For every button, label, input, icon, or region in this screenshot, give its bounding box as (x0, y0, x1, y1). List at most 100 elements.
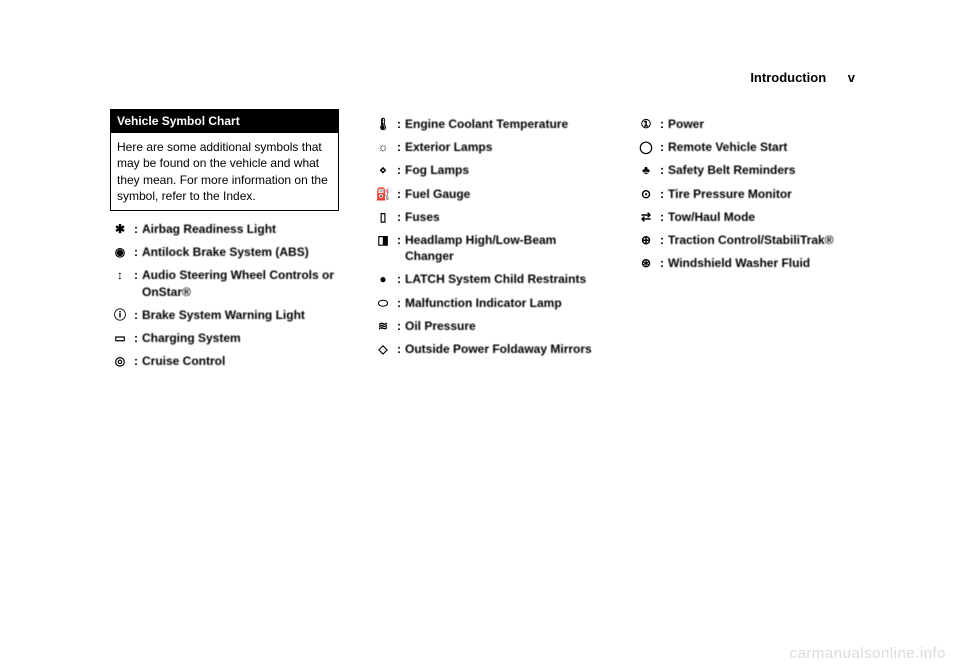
content-columns: Vehicle Symbol Chart Here are some addit… (110, 109, 865, 376)
colon: : (134, 353, 138, 369)
symbol-label: Safety Belt Reminders (668, 162, 795, 178)
symbol-entry: ⬭:Malfunction Indicator Lamp (373, 295, 602, 311)
symbol-label: Airbag Readiness Light (142, 221, 276, 237)
symbol-entry: ♣:Safety Belt Reminders (636, 162, 865, 178)
symbol-icon: ● (373, 271, 393, 287)
symbol-icon: ◨ (373, 232, 393, 248)
symbol-label: Engine Coolant Temperature (405, 116, 568, 132)
symbol-label: Outside Power Foldaway Mirrors (405, 341, 592, 357)
symbol-entry: ⊕:Traction Control/StabiliTrak® (636, 232, 865, 248)
symbol-entry: ⋄:Fog Lamps (373, 162, 602, 178)
symbol-entry: ▭:Charging System (110, 330, 339, 346)
symbol-entry: ①:Power (636, 116, 865, 132)
symbol-icon: ⋄ (373, 162, 393, 178)
column-3: ①:Power ◯:Remote Vehicle Start ♣:Safety … (636, 109, 865, 376)
colon: : (397, 295, 401, 311)
symbol-label: Tire Pressure Monitor (668, 186, 792, 202)
symbol-entry: ⊛:Windshield Washer Fluid (636, 255, 865, 271)
symbol-entry: ◇:Outside Power Foldaway Mirrors (373, 341, 602, 357)
symbol-label: LATCH System Child Restraints (405, 271, 586, 287)
colon: : (134, 267, 138, 283)
colon: : (397, 162, 401, 178)
chart-heading: Vehicle Symbol Chart (110, 109, 339, 133)
symbol-entry: ⓘ:Brake System Warning Light (110, 307, 339, 323)
colon: : (397, 186, 401, 202)
symbol-icon: ① (636, 116, 656, 132)
colon: : (397, 341, 401, 357)
symbol-entry: ▯:Fuses (373, 209, 602, 225)
colon: : (397, 139, 401, 155)
colon: : (660, 209, 664, 225)
colon: : (397, 318, 401, 334)
symbol-icon: ⊕ (636, 232, 656, 248)
symbol-label: Oil Pressure (405, 318, 476, 334)
symbol-label: Malfunction Indicator Lamp (405, 295, 562, 311)
colon: : (134, 330, 138, 346)
symbol-icon: ◎ (110, 353, 130, 369)
symbol-label: Fuel Gauge (405, 186, 470, 202)
column-1: Vehicle Symbol Chart Here are some addit… (110, 109, 339, 376)
colon: : (134, 307, 138, 323)
symbol-icon: ⊛ (636, 255, 656, 271)
symbol-icon: ☼ (373, 139, 393, 155)
colon: : (134, 244, 138, 260)
symbol-label: Charging System (142, 330, 241, 346)
colon: : (660, 162, 664, 178)
symbol-entry: ◉:Antilock Brake System (ABS) (110, 244, 339, 260)
symbol-label: Tow/Haul Mode (668, 209, 755, 225)
symbol-label: Windshield Washer Fluid (668, 255, 810, 271)
symbol-entry: ✱:Airbag Readiness Light (110, 221, 339, 237)
symbol-entry: ≋:Oil Pressure (373, 318, 602, 334)
page-header: Introduction v (110, 70, 865, 85)
symbol-label: Power (668, 116, 704, 132)
symbol-entry: ◎:Cruise Control (110, 353, 339, 369)
column-2: 🌡:Engine Coolant Temperature ☼:Exterior … (373, 109, 602, 376)
colon: : (660, 139, 664, 155)
colon: : (397, 232, 401, 248)
colon: : (397, 116, 401, 132)
colon: : (397, 209, 401, 225)
symbol-icon: ≋ (373, 318, 393, 334)
symbol-icon: ▯ (373, 209, 393, 225)
header-pagenum: v (848, 70, 855, 85)
symbol-icon: ↕ (110, 267, 130, 283)
symbol-icon: ⬭ (373, 295, 393, 311)
symbol-label: Audio Steering Wheel Controls or OnStar® (142, 267, 339, 299)
symbol-entry: 🌡:Engine Coolant Temperature (373, 116, 602, 132)
symbol-icon: ◉ (110, 244, 130, 260)
symbol-label: Fog Lamps (405, 162, 469, 178)
colon: : (660, 232, 664, 248)
symbol-icon: ⊙ (636, 186, 656, 202)
symbol-label: Remote Vehicle Start (668, 139, 787, 155)
chart-body: Here are some additional symbols that ma… (110, 133, 339, 211)
colon: : (397, 271, 401, 287)
symbol-label: Traction Control/StabiliTrak® (668, 232, 834, 248)
symbol-entry: ↕:Audio Steering Wheel Controls or OnSta… (110, 267, 339, 299)
symbol-icon: ✱ (110, 221, 130, 237)
symbol-icon: ▭ (110, 330, 130, 346)
symbol-label: Exterior Lamps (405, 139, 492, 155)
symbol-label: Cruise Control (142, 353, 225, 369)
symbol-entry: ◨:Headlamp High/Low-Beam Changer (373, 232, 602, 264)
symbol-label: Antilock Brake System (ABS) (142, 244, 309, 260)
symbol-icon: ⛽ (373, 186, 393, 202)
colon: : (660, 116, 664, 132)
header-title: Introduction (750, 70, 826, 85)
symbol-icon: ♣ (636, 162, 656, 178)
symbol-entry: ⊙:Tire Pressure Monitor (636, 186, 865, 202)
symbol-label: Headlamp High/Low-Beam Changer (405, 232, 602, 264)
watermark: carmanualsonline.info (790, 645, 946, 662)
symbol-icon: ⓘ (110, 307, 130, 323)
symbol-entry: ●:LATCH System Child Restraints (373, 271, 602, 287)
symbol-icon: ⇄ (636, 209, 656, 225)
symbol-label: Brake System Warning Light (142, 307, 305, 323)
symbol-entry: ☼:Exterior Lamps (373, 139, 602, 155)
symbol-label: Fuses (405, 209, 440, 225)
colon: : (134, 221, 138, 237)
symbol-icon: ◯ (636, 139, 656, 155)
colon: : (660, 255, 664, 271)
symbol-entry: ◯:Remote Vehicle Start (636, 139, 865, 155)
symbol-icon: 🌡 (373, 116, 393, 132)
symbol-entry: ⇄:Tow/Haul Mode (636, 209, 865, 225)
symbol-icon: ◇ (373, 341, 393, 357)
